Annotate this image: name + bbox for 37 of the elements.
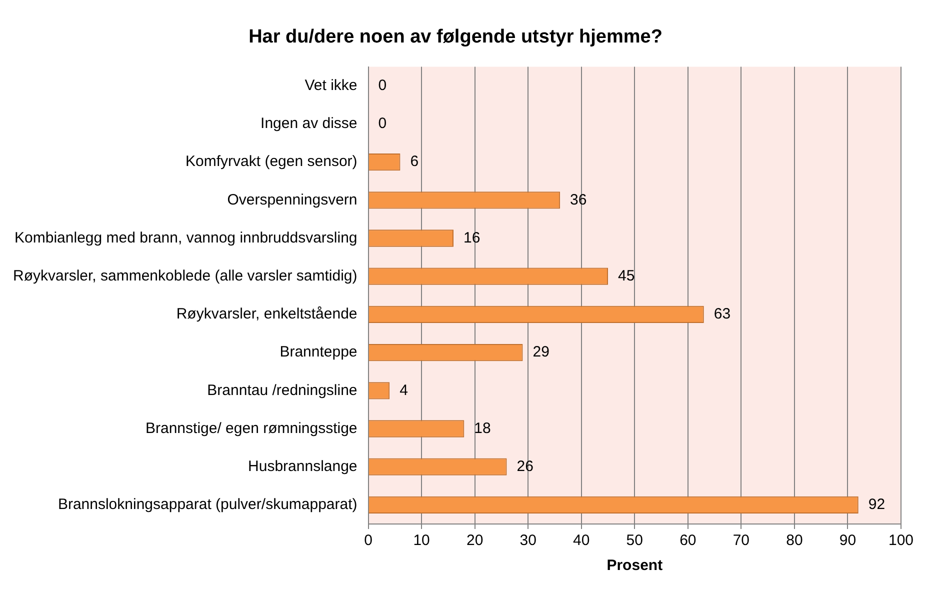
- y-tick-label: Vet ikke: [304, 76, 358, 94]
- y-tick-label: Brannslokningsapparat (pulver/skumapparat): [58, 496, 358, 514]
- y-tick-label: Branntau /redningsline: [207, 382, 358, 399]
- x-tick-label: 70: [732, 532, 750, 550]
- data-label: 4: [400, 382, 408, 399]
- x-tick-label: 100: [888, 532, 914, 550]
- y-tick-label: Røykvarsler, enkeltstående: [176, 306, 358, 323]
- x-tick-label: 80: [786, 532, 803, 550]
- y-tick-label: Husbrannslange: [248, 458, 358, 475]
- data-label: 45: [618, 267, 635, 284]
- x-tick-label: 50: [626, 532, 643, 550]
- data-label: 0: [378, 115, 387, 132]
- x-tick-label: 0: [364, 532, 372, 550]
- data-label: 6: [410, 153, 419, 170]
- x-tick-label: 10: [413, 532, 430, 550]
- y-tick-label: Kombianlegg med brann, vannog innbruddsvarsling: [14, 229, 358, 246]
- data-label: 16: [464, 229, 480, 246]
- x-tick-label: 40: [573, 532, 590, 550]
- data-label: 26: [516, 458, 534, 475]
- y-tick-label: Ingen av disse: [260, 115, 358, 132]
- y-tick-label: Røykvarsler, sammenkoblede (alle varsler samtidig): [12, 267, 358, 284]
- data-label: 92: [868, 496, 886, 514]
- chart-title: Har du/dere noen av følgende utstyr hjemme?: [248, 26, 662, 48]
- x-axis-title: Prosent: [606, 557, 663, 574]
- x-tick-label: 90: [839, 532, 856, 550]
- y-tick-label: Komfyrvakt (egen sensor): [186, 153, 358, 170]
- y-tick-label: Brannteppe: [280, 344, 358, 361]
- x-tick-label: 20: [466, 532, 484, 550]
- y-tick-label: Brannstige/ egen rømningsstige: [145, 420, 358, 437]
- x-tick-label: 30: [520, 532, 536, 550]
- x-tick-label: 60: [680, 532, 696, 550]
- data-label: 18: [474, 420, 491, 437]
- y-tick-label: Overspenningsvern: [227, 191, 358, 208]
- data-label: 29: [532, 344, 550, 361]
- data-label: 36: [570, 191, 587, 208]
- data-label: 63: [714, 306, 731, 323]
- data-label: 0: [378, 76, 387, 94]
